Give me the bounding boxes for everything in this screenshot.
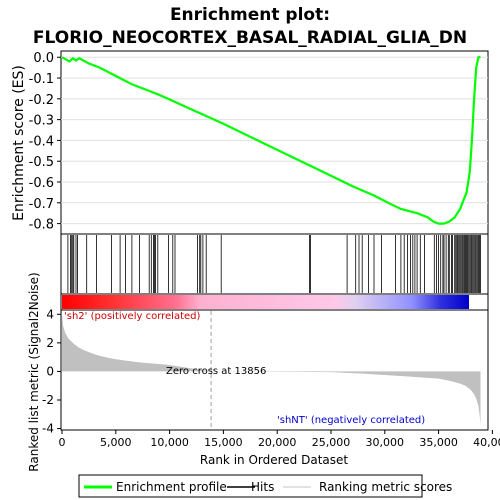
ranked-panel: -4 -2 0 2 4 Ranked list metric (Signal2Noise… <box>27 272 489 472</box>
negative-correlation-label: 'shNT' (negatively correlated) <box>277 415 425 426</box>
es-panel-frame <box>60 50 489 235</box>
es-ytick-label: -0.4 <box>29 134 54 149</box>
zero-cross-label: Zero cross at 13856 <box>166 366 266 377</box>
es-ytick-label: -0.3 <box>29 114 54 129</box>
x-axis-label: Rank in Ordered Dataset <box>200 453 348 467</box>
legend: Enrichment profile Hits Ranking metric s… <box>78 474 452 498</box>
es-ytick-label: -0.8 <box>29 218 54 233</box>
legend-enrichment-profile-label: Enrichment profile <box>116 480 227 494</box>
x-tick-label: 5,000 <box>100 436 132 449</box>
es-panel: 0.0 -0.1 -0.2 -0.3 -0.4 -0.5 -0.6 -0.7 -0.8 Enri… <box>11 50 489 235</box>
ranked-ytick-label: 4 <box>46 307 54 321</box>
es-ytick-label: -0.1 <box>29 72 54 87</box>
x-tick-label: 10,000 <box>150 436 189 449</box>
es-ylabel: Enrichment score (ES) <box>11 65 27 221</box>
ranked-ylabel: Ranked list metric (Signal2Noise) <box>27 272 41 471</box>
x-axis: 0 5,000 10,000 15,000 20,000 25,000 30,000 35,0… <box>59 430 500 449</box>
ranked-ytick-label: 2 <box>46 336 54 350</box>
ranked-ytick-label: -2 <box>42 393 54 407</box>
es-ytick-label: -0.6 <box>29 176 54 191</box>
hits-panel <box>60 233 489 295</box>
es-ytick-label: -0.2 <box>29 93 54 108</box>
ranking-metric-area <box>62 314 481 425</box>
es-ytick-label: -0.7 <box>29 197 54 212</box>
x-tick-label: 20,000 <box>258 436 297 449</box>
legend-hits-label: Hits <box>251 480 274 494</box>
chart-title-line2: FLORIO_NEOCORTEX_BASAL_RADIAL_GLIA_DN <box>33 28 467 48</box>
legend-frame <box>78 474 423 498</box>
x-tick-label: 35,000 <box>419 436 458 449</box>
enrichment-profile-line <box>61 56 481 225</box>
x-tick-label: 30,000 <box>366 436 405 449</box>
positive-correlation-label: 'sh2' (positively correlated) <box>64 311 201 322</box>
x-tick-label: 25,000 <box>312 436 351 449</box>
chart-title-line1: Enrichment plot: <box>170 5 330 25</box>
hits-panel-frame <box>60 233 489 295</box>
legend-ranking-label: Ranking metric scores <box>319 480 452 494</box>
ranked-ytick-label: 0 <box>46 364 54 378</box>
es-ytick-label: -0.5 <box>29 155 54 170</box>
es-ytick-label: 0.0 <box>33 51 54 66</box>
x-tick-label: 15,000 <box>204 436 243 449</box>
ranking-color-bar <box>62 295 469 309</box>
x-tick-label: 40,000 <box>473 436 500 449</box>
x-tick-label: 0 <box>59 436 66 449</box>
ranked-ytick-label: -4 <box>42 422 54 436</box>
